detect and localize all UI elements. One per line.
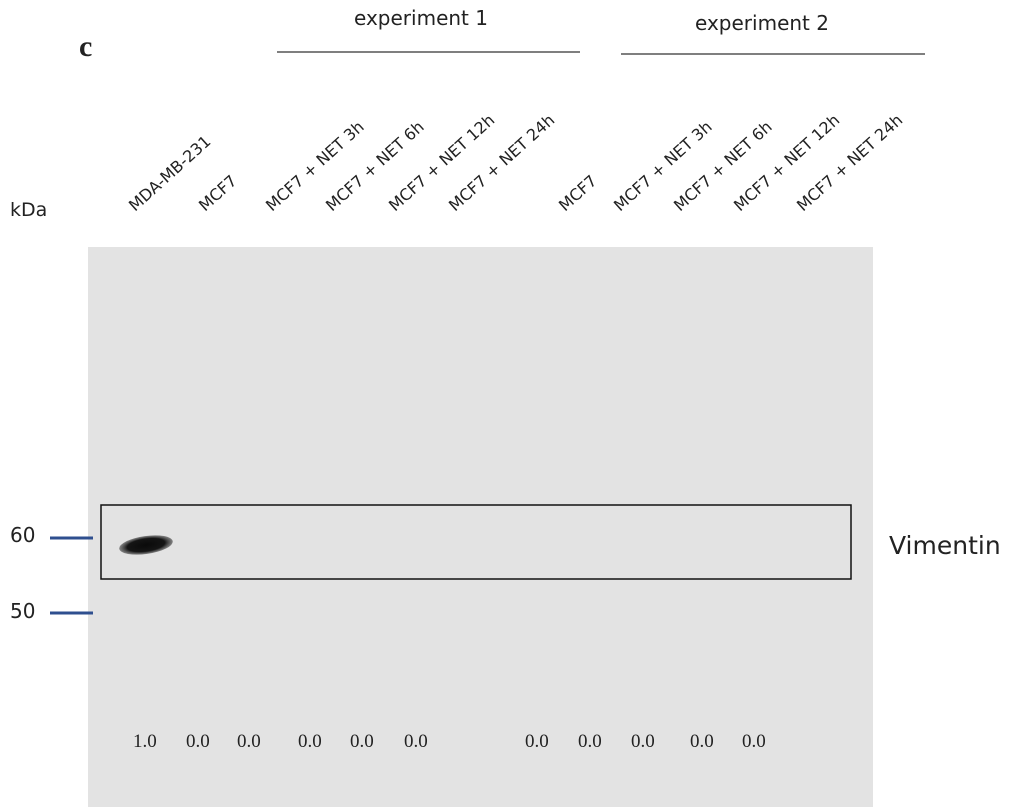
quant-value: 0.0 [186,731,210,752]
lane-label: MCF7 + NET 12h [730,110,843,215]
unit-label: kDa [10,199,47,221]
quant-value: 0.0 [631,731,655,752]
quant-value: 0.0 [237,731,261,752]
group-label: experiment 1 [354,6,488,30]
lane-label: MCF7 + NET 3h [262,117,368,215]
blot [88,247,873,807]
lane-label: MCF7 [195,171,241,215]
marker-label: 60 [10,523,35,547]
figure: c experiment 1 experiment 2 kDa 60 50 Vi… [0,0,1024,807]
lane-label: MCF7 [555,171,601,215]
marker-label: 50 [10,599,35,623]
panel-label: c [79,30,92,63]
quant-value: 0.0 [742,731,766,752]
quant-value: 0.0 [298,731,322,752]
lane-label: MCF7 + NET 24h [445,110,558,215]
protein-label: Vimentin [889,531,1001,560]
quant-value: 0.0 [690,731,714,752]
quant-value: 0.0 [404,731,428,752]
lane-label: MCF7 + NET 3h [610,117,716,215]
quant-value: 0.0 [525,731,549,752]
quant-value: 0.0 [350,731,374,752]
group-label: experiment 2 [695,11,829,35]
quant-value: 0.0 [578,731,602,752]
quant-value: 1.0 [133,731,157,752]
lane-label: MCF7 + NET 12h [385,110,498,215]
lane-label: MCF7 + NET 24h [793,110,906,215]
